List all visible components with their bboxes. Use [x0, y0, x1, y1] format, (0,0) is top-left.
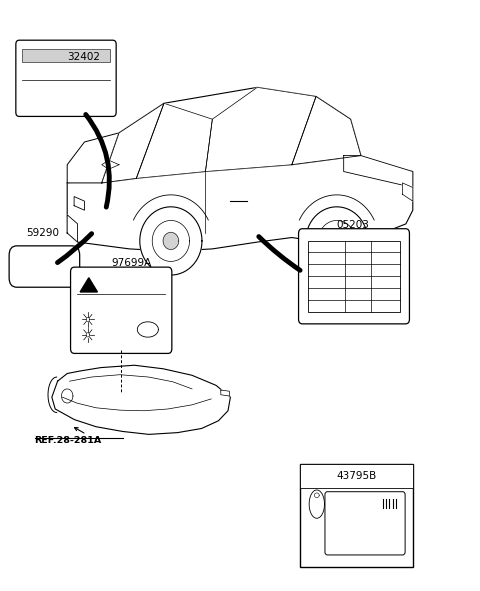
Bar [300, 464, 413, 488]
Polygon shape [309, 490, 324, 518]
Polygon shape [137, 322, 158, 337]
Polygon shape [140, 207, 202, 275]
Polygon shape [52, 365, 230, 434]
FancyBboxPatch shape [16, 40, 116, 116]
Text: 97699A: 97699A [112, 258, 152, 268]
Polygon shape [67, 155, 413, 251]
Polygon shape [67, 133, 119, 183]
Text: 59290: 59290 [26, 228, 60, 238]
Bar [308, 241, 400, 312]
Text: REF.28-281A: REF.28-281A [35, 436, 102, 445]
Bar [22, 49, 110, 62]
Polygon shape [67, 215, 78, 242]
FancyBboxPatch shape [299, 229, 409, 324]
Text: 43795B: 43795B [336, 471, 376, 480]
Text: 05203: 05203 [336, 220, 369, 230]
Polygon shape [102, 87, 361, 183]
Polygon shape [344, 155, 413, 187]
Polygon shape [163, 232, 179, 249]
Polygon shape [102, 160, 119, 169]
FancyBboxPatch shape [9, 246, 80, 287]
FancyBboxPatch shape [325, 492, 405, 555]
Polygon shape [221, 390, 229, 396]
Bar [300, 464, 413, 567]
Polygon shape [80, 278, 97, 292]
Polygon shape [292, 96, 361, 165]
Polygon shape [306, 207, 368, 275]
Polygon shape [402, 183, 413, 201]
Polygon shape [205, 87, 316, 171]
Polygon shape [74, 197, 84, 210]
Text: 32402: 32402 [68, 52, 100, 62]
Polygon shape [136, 103, 212, 178]
FancyBboxPatch shape [71, 267, 172, 353]
Polygon shape [329, 232, 345, 249]
Polygon shape [102, 103, 164, 183]
